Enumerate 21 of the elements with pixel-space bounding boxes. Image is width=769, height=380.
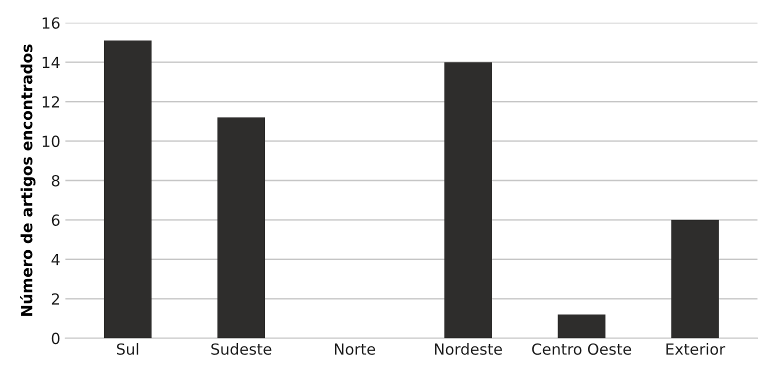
y-tick-label: 6 [52,214,60,226]
bar [104,40,152,338]
x-tick-label: Sudeste [211,343,272,355]
bar [671,220,719,338]
y-axis-title: Número de artigos encontrados [20,44,36,316]
bar [217,117,266,338]
x-tick-label: Norte [334,344,376,355]
y-tick-label: 12 [42,96,59,108]
y-tick-label: 4 [52,254,60,266]
x-tick-label: Centro Oeste [532,343,632,355]
bar [558,314,606,338]
y-tick-label: 10 [42,136,60,148]
x-tick-label: Exterior [666,343,726,355]
x-tick-label: Nordeste [435,343,502,355]
y-tick-label: 8 [52,174,60,187]
bar [444,62,492,338]
y-tick-label: 16 [42,17,60,29]
x-tick-label: Sul [116,343,138,355]
y-tick-label: 0 [52,332,60,344]
y-tick-label: 14 [42,56,60,68]
y-tick-label: 2 [52,293,59,305]
